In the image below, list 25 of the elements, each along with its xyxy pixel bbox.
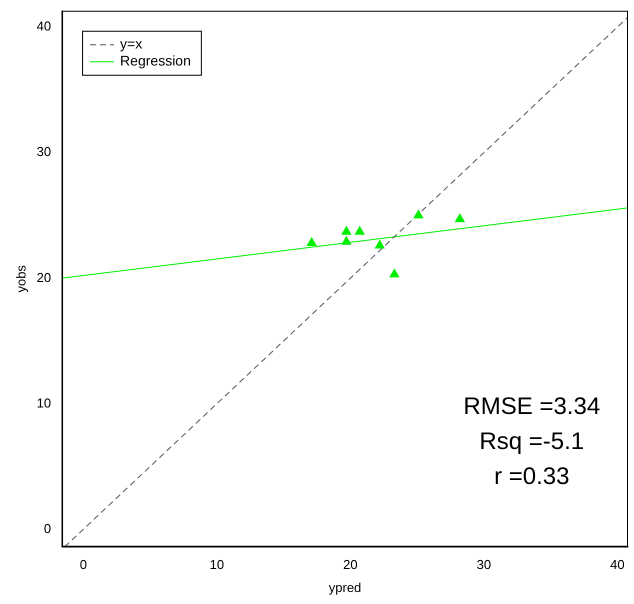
x-tick-label: 30	[476, 557, 492, 572]
annotation: RMSE =3.34	[463, 393, 600, 420]
y-tick-label: 20	[36, 270, 52, 285]
point	[354, 226, 365, 235]
y-tick-label: 30	[36, 144, 52, 160]
annotation: r =0.33	[494, 463, 570, 490]
x-axis-title: ypred	[328, 580, 362, 595]
point	[414, 210, 424, 218]
x-tick-label: 40	[610, 557, 625, 572]
x-tick-label: 0	[80, 557, 88, 572]
y-tick-label: 40	[36, 18, 52, 34]
point	[390, 268, 400, 278]
point	[342, 226, 352, 235]
y-tick-label: 10	[36, 395, 52, 410]
annotation: Rsq =-5.1	[479, 428, 584, 456]
point	[306, 238, 316, 246]
y-axis-title: yobs	[13, 264, 28, 293]
y-tick-label: 0	[44, 520, 52, 536]
x-tick-label: 20	[343, 557, 358, 572]
legend-label: Regression	[120, 52, 191, 69]
point	[454, 214, 465, 222]
legend-label: y=x	[120, 36, 142, 52]
point	[342, 236, 352, 245]
point	[374, 240, 385, 249]
x-tick-label: 10	[210, 557, 224, 572]
